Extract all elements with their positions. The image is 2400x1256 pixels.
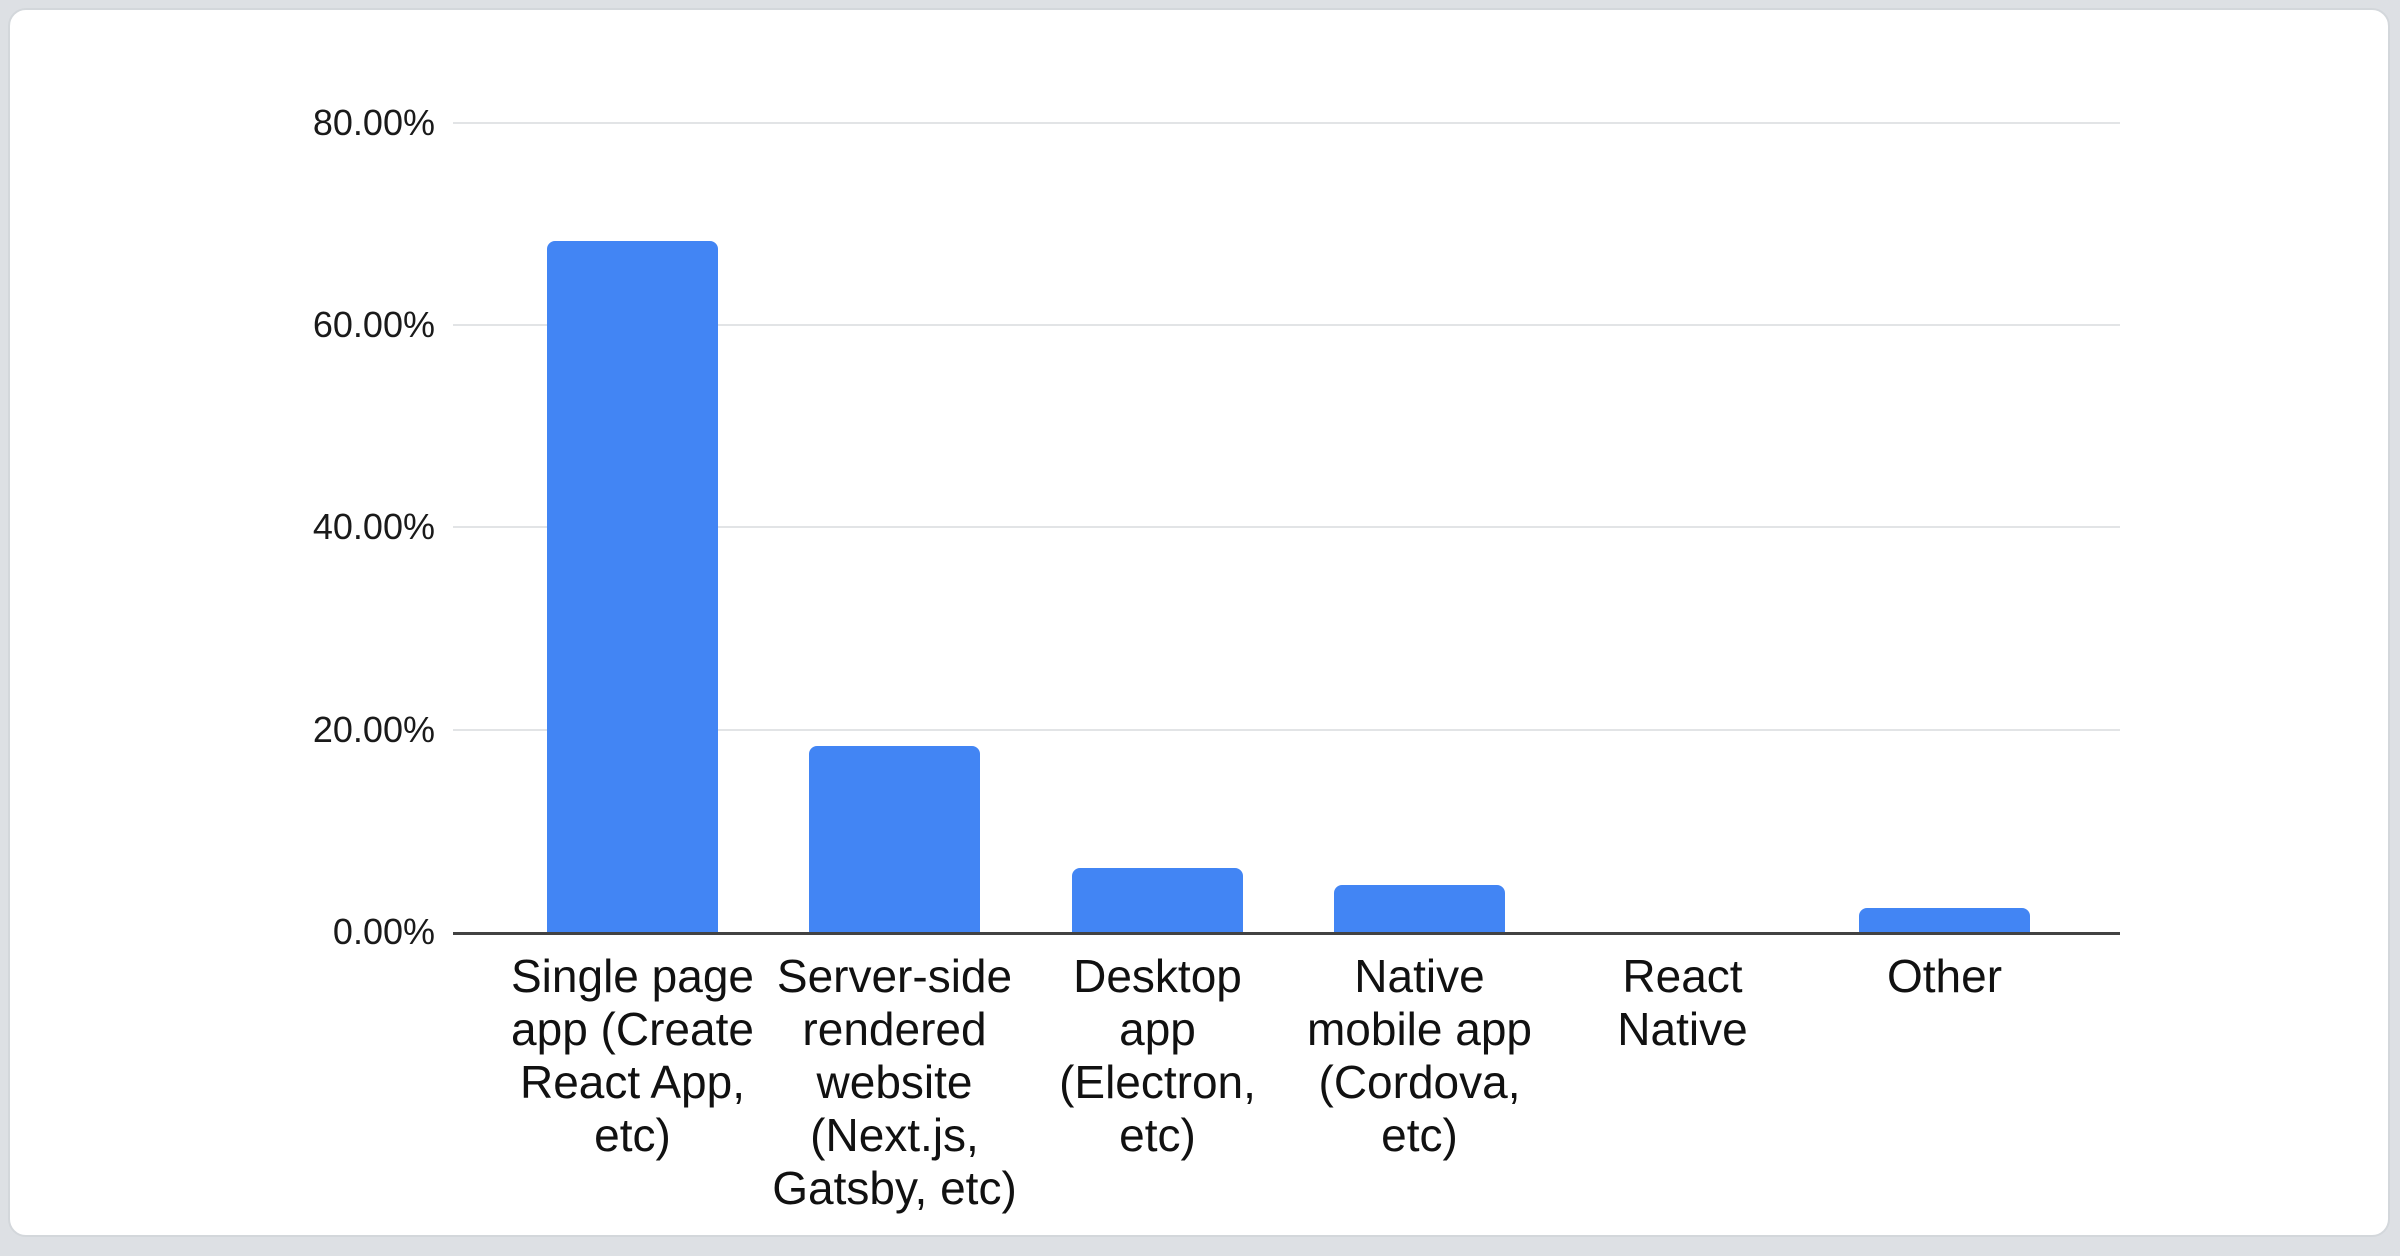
x-tick-line: app (Create	[511, 1003, 754, 1055]
x-tick-line: React	[1622, 950, 1743, 1002]
chart-card: 80.00% 60.00% 40.00% 20.00% 0.00% Single pag…	[8, 8, 2390, 1237]
y-tick-label-0: 0.00%	[332, 911, 435, 952]
gridline-60	[453, 324, 2120, 327]
gridline-40	[453, 526, 2120, 529]
x-tick-line: etc)	[594, 1109, 671, 1161]
x-tick-line: Single page	[511, 950, 754, 1002]
x-tick-line: etc)	[1381, 1109, 1458, 1161]
y-tick-label-60: 60.00%	[312, 304, 435, 346]
x-tick-line: (Electron,	[1059, 1056, 1256, 1108]
x-tick-label-4: React Native	[1551, 950, 1814, 1056]
y-tick-label-80: 80.00%	[312, 101, 435, 143]
x-tick-line: app	[1119, 1003, 1196, 1055]
bar-3	[1334, 885, 1505, 932]
x-tick-line: Other	[1886, 950, 2003, 1002]
x-tick-line: Native	[1354, 950, 1485, 1002]
x-tick-label-5: Other	[1813, 950, 2076, 1003]
gridline-20	[453, 728, 2120, 731]
x-axis-line	[453, 932, 2120, 935]
y-tick-label-20: 20.00%	[312, 708, 435, 750]
bar-chart: 80.00% 60.00% 40.00% 20.00% 0.00% Single pag…	[10, 10, 2388, 1235]
y-tick-label-40: 40.00%	[312, 506, 435, 548]
x-tick-line: (Cordova,	[1318, 1056, 1521, 1108]
x-tick-line: Desktop	[1073, 950, 1242, 1002]
x-tick-line: (Next.js,	[810, 1109, 979, 1161]
bar-0	[547, 241, 718, 932]
x-tick-label-1: Server-side rendered website (Next.js, Gatsb…	[763, 950, 1026, 1215]
x-tick-line: website	[816, 1056, 973, 1108]
x-tick-line: React App,	[519, 1056, 746, 1108]
bar-5	[1859, 908, 2030, 932]
x-tick-line: mobile app	[1306, 1003, 1533, 1055]
x-tick-label-3: Native mobile app (Cordova, etc)	[1288, 950, 1551, 1162]
x-tick-line: Native	[1617, 1003, 1748, 1055]
x-tick-label-0: Single page app (Create React App, etc)	[501, 950, 764, 1162]
x-tick-line: Gatsby, etc)	[772, 1162, 1017, 1214]
bar-2	[1072, 868, 1243, 932]
x-tick-label-2: Desktop app (Electron, etc)	[1026, 950, 1289, 1162]
x-tick-line: Server-side	[776, 950, 1013, 1002]
x-tick-line: etc)	[1119, 1109, 1196, 1161]
bar-1	[809, 746, 980, 932]
gridline-80	[453, 121, 2120, 124]
x-tick-line: rendered	[802, 1003, 987, 1055]
